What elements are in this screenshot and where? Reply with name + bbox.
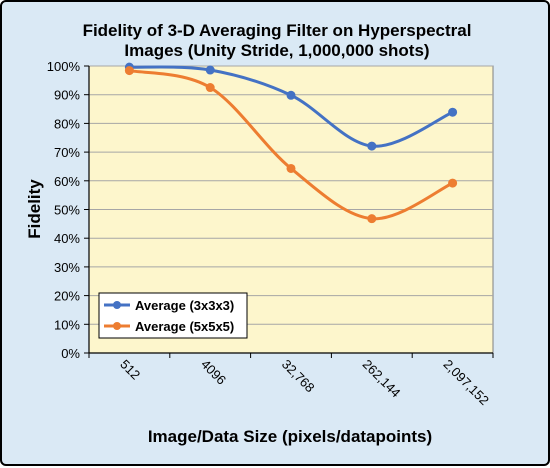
legend-label-2: Average (5x5x5) <box>135 319 234 334</box>
y-tick-label: 70% <box>54 145 80 160</box>
y-tick-label: 50% <box>54 203 80 218</box>
y-tick-label: 10% <box>54 317 80 332</box>
x-tick-label: 512 <box>117 357 143 383</box>
legend-box <box>98 292 248 339</box>
legend-marker-1 <box>113 301 121 309</box>
data-point-series-1 <box>448 107 458 117</box>
x-tick-label: 262,144 <box>360 357 404 401</box>
data-point-series-1 <box>205 65 215 75</box>
legend-label-1: Average (3x3x3) <box>135 298 234 313</box>
y-tick-label: 60% <box>54 174 80 189</box>
data-point-series-2 <box>367 214 377 224</box>
data-point-series-2 <box>448 178 458 188</box>
y-tick-label: 80% <box>54 116 80 131</box>
data-point-series-2 <box>286 163 296 173</box>
y-axis-title: Fidelity <box>25 179 44 239</box>
y-tick-label: 100% <box>47 59 81 74</box>
chart-title-line-1: Fidelity of 3-D Averaging Filter on Hype… <box>83 21 472 40</box>
data-point-series-1 <box>286 90 296 100</box>
legend: Average (3x3x3) Average (5x5x5) <box>98 292 248 339</box>
y-tick-label: 0% <box>61 346 80 361</box>
data-point-series-1 <box>367 141 377 151</box>
chart-title-line-2: Images (Unity Stride, 1,000,000 shots) <box>124 41 429 60</box>
x-tick-label: 32,768 <box>279 357 318 396</box>
x-axis-title: Image/Data Size (pixels/datapoints) <box>148 427 432 446</box>
data-point-series-2 <box>205 83 215 93</box>
y-tick-label: 40% <box>54 231 80 246</box>
y-tick-label: 20% <box>54 289 80 304</box>
y-tick-label: 90% <box>54 88 80 103</box>
y-tick-label: 30% <box>54 260 80 275</box>
x-tick-label: 2,097,152 <box>440 357 492 409</box>
legend-marker-2 <box>113 322 121 330</box>
data-point-series-2 <box>124 66 134 76</box>
series-layer <box>124 62 458 224</box>
x-tick-label: 4096 <box>198 357 229 388</box>
